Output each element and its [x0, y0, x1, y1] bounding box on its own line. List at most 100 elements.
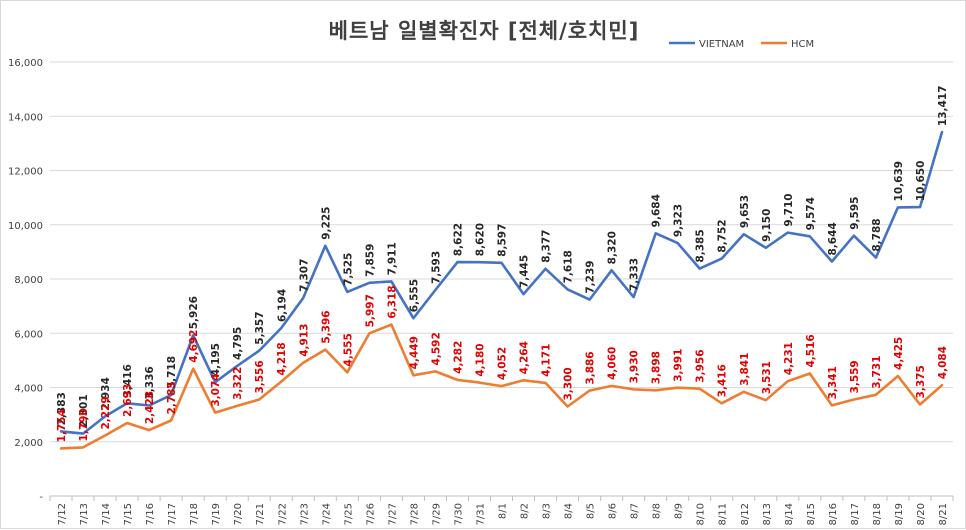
data-label-hcm: 3,416: [717, 364, 729, 397]
data-label-vietnam: 2,934: [100, 377, 112, 410]
data-label-vietnam: 6,194: [276, 289, 288, 322]
data-label-vietnam: 10,639: [893, 161, 905, 202]
data-label-hcm: 4,913: [298, 324, 310, 357]
data-label-vietnam: 2,301: [78, 394, 90, 427]
series-line-hcm: [59, 323, 944, 450]
x-tick-label: 8/3: [542, 503, 553, 519]
data-label-vietnam: 9,150: [761, 209, 773, 242]
y-tick-label: 4,000: [14, 384, 43, 395]
x-tick-label: 8/14: [784, 503, 795, 525]
data-label-vietnam: 8,620: [474, 223, 486, 256]
data-label-hcm: 3,531: [761, 361, 773, 394]
x-tick-label: 7/19: [211, 503, 222, 525]
x-tick-label: 7/30: [453, 503, 464, 525]
x-tick-label: 8/12: [740, 503, 751, 525]
data-label-vietnam: 8,385: [695, 229, 707, 262]
x-tick-label: 7/14: [101, 503, 112, 525]
x-tick-label: 7/26: [365, 503, 376, 525]
y-tick-label: 16,000: [8, 58, 43, 69]
y-tick-label: 8,000: [14, 275, 43, 286]
data-label-vietnam: 8,320: [607, 231, 619, 264]
y-axis: - 2,000 4,000 6,000 8,000 10,000 12,000 14,000 1…: [8, 58, 43, 503]
x-tick-label: 7/25: [343, 503, 354, 525]
data-label-hcm: 4,449: [408, 336, 420, 369]
data-label-hcm: 3,074: [210, 373, 222, 406]
data-label-vietnam: 8,597: [497, 224, 509, 257]
legend-label-vietnam: VIETNAM: [699, 39, 744, 50]
x-tick-label: 7/23: [299, 503, 310, 525]
gridlines: [50, 61, 953, 443]
data-label-hcm: 3,930: [629, 350, 641, 383]
y-tick-label: 2,000: [14, 438, 43, 449]
data-label-hcm: 6,318: [386, 285, 398, 318]
x-tick-label: 8/16: [828, 503, 839, 525]
data-label-vietnam: 7,445: [519, 255, 531, 288]
x-tick-label: 8/9: [674, 503, 685, 519]
x-tick-label: 7/18: [189, 503, 200, 525]
data-label-vietnam: 5,357: [254, 311, 266, 344]
data-label-hcm: 3,991: [673, 349, 685, 382]
x-tick-label: 8/5: [586, 503, 597, 519]
x-tick-label: 8/8: [652, 503, 663, 519]
data-label-vietnam: 13,417: [937, 86, 949, 127]
data-label-vietnam: 3,336: [144, 366, 156, 399]
data-label-vietnam: 7,307: [298, 259, 310, 292]
data-label-vietnam: 7,333: [629, 258, 641, 291]
data-label-vietnam: 7,618: [563, 250, 575, 283]
x-tick-label: 7/24: [321, 503, 332, 525]
x-axis: 7/12 7/13 7/14 7/15 7/16 7/17 7/18 7/19 7/20 7/21…: [49, 495, 954, 525]
data-label-hcm: 3,898: [651, 351, 663, 384]
data-label-vietnam: 8,377: [541, 230, 553, 263]
data-label-vietnam: 8,752: [717, 219, 729, 252]
data-label-hcm: 2,229: [100, 396, 112, 429]
data-label-vietnam: 4,195: [210, 343, 222, 376]
data-label-vietnam: 5,926: [188, 296, 200, 329]
data-label-vietnam: 6,555: [408, 279, 420, 312]
x-tick-label: 8/4: [564, 503, 575, 519]
legend[interactable]: VIETNAM HCM: [669, 39, 814, 50]
x-tick-label: 7/13: [79, 503, 90, 525]
series-line-vietnam: [59, 130, 944, 435]
data-label-hcm: 3,300: [563, 367, 575, 400]
data-label-hcm: 4,060: [607, 347, 619, 380]
data-label-hcm: 4,084: [937, 346, 949, 379]
data-label-hcm: 4,692: [188, 330, 200, 363]
data-label-vietnam: 9,574: [805, 197, 817, 230]
series-lines: [59, 130, 944, 450]
data-label-hcm: 5,997: [364, 294, 376, 327]
data-label-vietnam: 7,911: [386, 242, 398, 275]
x-tick-label: 7/21: [255, 503, 266, 525]
x-tick-label: 8/10: [696, 503, 707, 525]
data-label-vietnam: 9,710: [783, 193, 795, 226]
y-tick-label: 12,000: [8, 167, 43, 178]
data-label-hcm: 3,841: [739, 353, 751, 386]
data-label-vietnam: 8,622: [452, 223, 464, 256]
x-tick-label: 8/6: [608, 503, 619, 519]
data-label-vietnam: 3,416: [122, 364, 134, 397]
data-label-vietnam: 7,239: [585, 260, 597, 293]
x-tick-label: 8/2: [520, 503, 531, 519]
x-tick-label: 8/13: [762, 503, 773, 525]
data-label-hcm: 2,693: [122, 384, 134, 417]
x-tick-label: 7/31: [475, 503, 486, 525]
data-label-vietnam: 9,225: [320, 207, 332, 240]
x-tick-label: 8/17: [850, 503, 861, 525]
x-tick-label: 7/20: [233, 503, 244, 525]
y-tick-label: 6,000: [14, 329, 43, 340]
x-tick-label: 7/16: [145, 503, 156, 525]
data-label-hcm: 4,516: [805, 334, 817, 367]
data-label-hcm: 1,790: [78, 408, 90, 441]
data-label-vietnam: 7,859: [364, 244, 376, 277]
x-tick-label: 8/11: [718, 503, 729, 525]
y-tick-label: 10,000: [8, 221, 43, 232]
data-label-hcm: 2,785: [166, 381, 178, 414]
data-label-vietnam: 7,593: [430, 251, 442, 284]
data-label-hcm: 3,556: [254, 360, 266, 393]
x-tick-label: 7/28: [409, 503, 420, 525]
data-label-hcm: 4,555: [342, 333, 354, 366]
data-label-hcm: 3,322: [232, 367, 244, 400]
data-label-vietnam: 9,323: [673, 204, 685, 237]
data-label-hcm: 4,180: [474, 343, 486, 376]
